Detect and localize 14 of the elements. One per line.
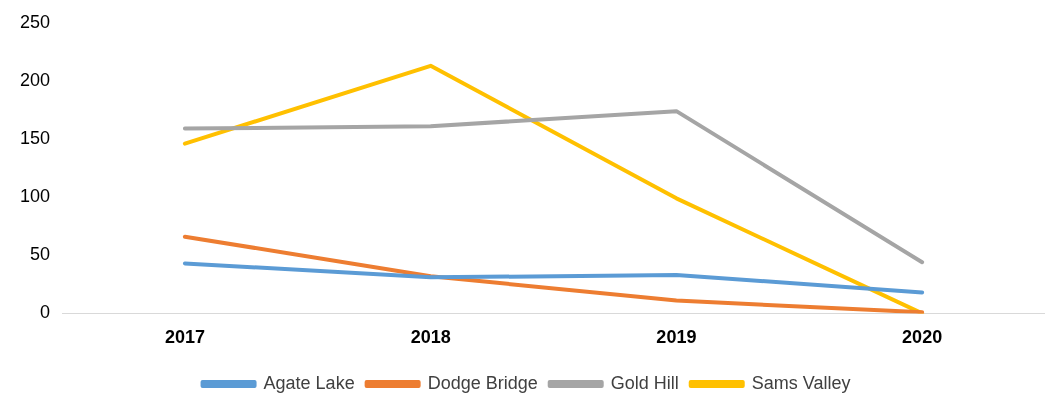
y-tick-label: 0	[40, 302, 51, 323]
legend-label: Agate Lake	[263, 372, 355, 393]
y-tick-label: 150	[19, 128, 51, 149]
legend-label: Sams Valley	[751, 372, 851, 393]
x-tick-label: 2019	[656, 327, 697, 348]
y-tick-label: 100	[19, 186, 51, 207]
x-tick-label: 2020	[902, 327, 943, 348]
x-tick-label: 2018	[410, 327, 451, 348]
y-tick-label: 200	[19, 69, 51, 90]
legend-label: Dodge Bridge	[427, 372, 538, 393]
y-tick-label: 50	[30, 244, 51, 265]
legend-label: Gold Hill	[610, 372, 679, 393]
x-tick-label: 2017	[164, 327, 205, 348]
y-tick-label: 250	[19, 11, 51, 32]
